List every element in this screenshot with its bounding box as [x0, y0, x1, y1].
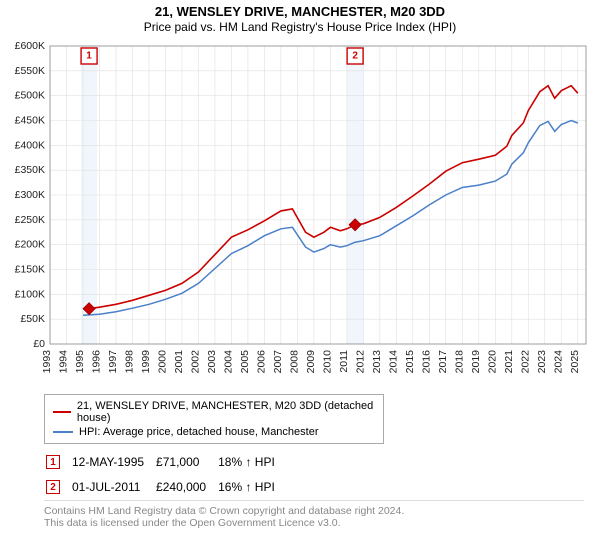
svg-text:2021: 2021 — [503, 350, 515, 374]
svg-text:2: 2 — [352, 51, 358, 62]
svg-text:2010: 2010 — [321, 350, 333, 374]
svg-text:1999: 1999 — [140, 350, 152, 374]
svg-text:£300K: £300K — [15, 189, 45, 201]
svg-text:2005: 2005 — [239, 350, 251, 374]
svg-text:£550K: £550K — [15, 65, 45, 77]
svg-text:2023: 2023 — [536, 350, 548, 374]
svg-text:1996: 1996 — [90, 350, 102, 374]
svg-text:£250K: £250K — [15, 214, 45, 226]
transaction-vs-hpi: 16% ↑ HPI — [218, 475, 285, 498]
svg-text:1994: 1994 — [57, 350, 69, 374]
svg-text:2008: 2008 — [288, 350, 300, 374]
svg-text:2022: 2022 — [519, 350, 531, 374]
svg-text:1993: 1993 — [41, 350, 53, 374]
svg-text:2017: 2017 — [437, 350, 449, 374]
svg-text:£0: £0 — [33, 338, 45, 350]
svg-text:£350K: £350K — [15, 164, 45, 176]
svg-text:£600K: £600K — [15, 40, 45, 52]
chart-title: 21, WENSLEY DRIVE, MANCHESTER, M20 3DD — [6, 4, 594, 19]
svg-text:2014: 2014 — [387, 350, 399, 374]
footer-line: Contains HM Land Registry data © Crown c… — [44, 505, 584, 517]
svg-text:2003: 2003 — [206, 350, 218, 374]
legend-swatch — [53, 411, 71, 413]
svg-text:£450K: £450K — [15, 115, 45, 127]
table-row: 2 01-JUL-2011£240,00016% ↑ HPI — [46, 475, 285, 498]
svg-text:2004: 2004 — [222, 350, 234, 374]
svg-text:2020: 2020 — [486, 350, 498, 374]
transaction-date: 01-JUL-2011 — [72, 475, 154, 498]
legend-label: HPI: Average price, detached house, Manc… — [79, 426, 319, 438]
transaction-vs-hpi: 18% ↑ HPI — [218, 450, 285, 473]
svg-text:2006: 2006 — [255, 350, 267, 374]
svg-text:£100K: £100K — [15, 288, 45, 300]
svg-text:£150K: £150K — [15, 264, 45, 276]
svg-text:2002: 2002 — [189, 350, 201, 374]
svg-text:£500K: £500K — [15, 90, 45, 102]
svg-text:2007: 2007 — [272, 350, 284, 374]
transaction-price: £240,000 — [156, 475, 216, 498]
svg-text:1998: 1998 — [123, 350, 135, 374]
table-row: 1 12-MAY-1995£71,00018% ↑ HPI — [46, 450, 285, 473]
svg-text:2016: 2016 — [420, 350, 432, 374]
svg-text:2001: 2001 — [173, 350, 185, 374]
legend-swatch — [53, 431, 73, 433]
transaction-date: 12-MAY-1995 — [72, 450, 154, 473]
transaction-price: £71,000 — [156, 450, 216, 473]
svg-text:2012: 2012 — [354, 350, 366, 374]
page: 21, WENSLEY DRIVE, MANCHESTER, M20 3DD P… — [0, 0, 600, 560]
legend-label: 21, WENSLEY DRIVE, MANCHESTER, M20 3DD (… — [77, 400, 375, 424]
svg-text:1: 1 — [86, 51, 92, 62]
svg-text:2000: 2000 — [156, 350, 168, 374]
svg-text:£50K: £50K — [20, 313, 45, 325]
svg-text:1997: 1997 — [107, 350, 119, 374]
transaction-marker-icon: 2 — [46, 480, 60, 494]
transaction-marker-icon: 1 — [46, 455, 60, 469]
legend-item: 21, WENSLEY DRIVE, MANCHESTER, M20 3DD (… — [53, 400, 375, 424]
svg-text:£400K: £400K — [15, 139, 45, 151]
line-chart: £0 £50K £100K £150K £200K £250K £300K £350K £400… — [6, 38, 594, 388]
chart-subtitle: Price paid vs. HM Land Registry's House … — [6, 20, 594, 34]
svg-text:2009: 2009 — [305, 350, 317, 374]
svg-text:2024: 2024 — [552, 350, 564, 374]
svg-text:2015: 2015 — [404, 350, 416, 374]
svg-text:1995: 1995 — [74, 350, 86, 374]
svg-text:2019: 2019 — [470, 350, 482, 374]
legend: 21, WENSLEY DRIVE, MANCHESTER, M20 3DD (… — [44, 394, 384, 444]
chart-area: £0 £50K £100K £150K £200K £250K £300K £350K £400… — [6, 38, 594, 388]
svg-text:2011: 2011 — [338, 350, 350, 373]
transactions-table: 1 12-MAY-1995£71,00018% ↑ HPI 2 01-JUL-2011… — [44, 448, 287, 500]
legend-item: HPI: Average price, detached house, Manc… — [53, 426, 375, 438]
attribution-footer: Contains HM Land Registry data © Crown c… — [44, 500, 584, 529]
footer-line: This data is licensed under the Open Gov… — [44, 517, 584, 529]
svg-text:2025: 2025 — [569, 350, 581, 374]
svg-text:£200K: £200K — [15, 239, 45, 251]
svg-text:2018: 2018 — [453, 350, 465, 374]
svg-text:2013: 2013 — [371, 350, 383, 374]
